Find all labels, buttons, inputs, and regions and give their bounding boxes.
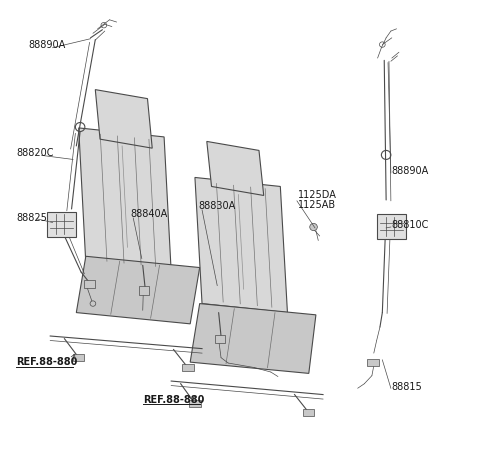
Text: 1125AB: 1125AB bbox=[298, 200, 336, 209]
Bar bbox=[139, 287, 149, 295]
FancyBboxPatch shape bbox=[47, 212, 76, 238]
Bar bbox=[216, 335, 225, 344]
Text: 88890A: 88890A bbox=[29, 40, 66, 50]
Text: 88810C: 88810C bbox=[392, 220, 429, 230]
Polygon shape bbox=[195, 178, 288, 313]
Text: 88890A: 88890A bbox=[392, 166, 429, 176]
FancyBboxPatch shape bbox=[377, 214, 406, 240]
Circle shape bbox=[310, 224, 317, 231]
Text: REF.88-880: REF.88-880 bbox=[16, 356, 77, 366]
Polygon shape bbox=[207, 142, 264, 196]
Text: 88830A: 88830A bbox=[199, 201, 236, 210]
Polygon shape bbox=[190, 304, 316, 374]
Text: 88815: 88815 bbox=[392, 382, 422, 392]
Text: 88825: 88825 bbox=[16, 212, 47, 222]
Bar bbox=[303, 409, 314, 416]
Bar bbox=[367, 359, 380, 366]
Polygon shape bbox=[96, 91, 152, 149]
Polygon shape bbox=[76, 257, 200, 324]
Polygon shape bbox=[79, 129, 171, 273]
Bar bbox=[182, 364, 193, 371]
Text: REF.88-880: REF.88-880 bbox=[143, 394, 204, 404]
Circle shape bbox=[90, 301, 96, 307]
Text: 1125DA: 1125DA bbox=[298, 190, 337, 200]
Bar bbox=[84, 280, 95, 288]
Bar bbox=[189, 400, 201, 407]
Text: 88820C: 88820C bbox=[16, 148, 54, 158]
Text: 88840A: 88840A bbox=[130, 208, 167, 218]
Bar bbox=[73, 354, 84, 361]
